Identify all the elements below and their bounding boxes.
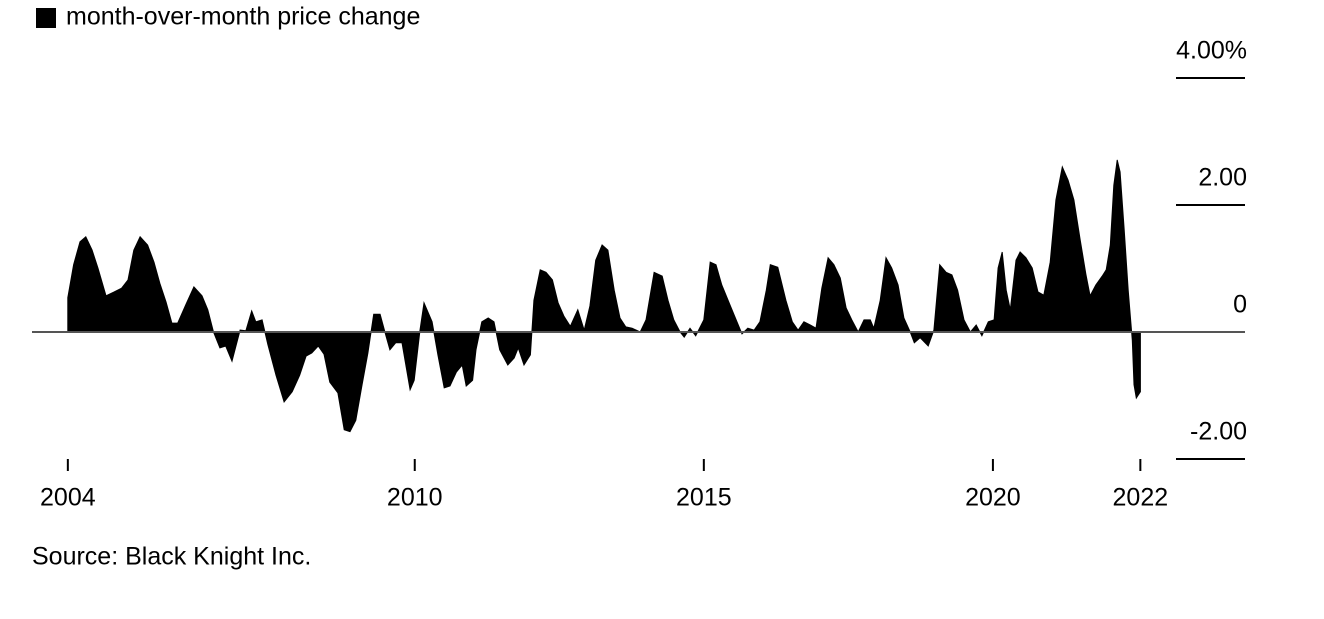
x-tick-label: 2022 xyxy=(1113,484,1169,512)
y-tick-label: 2.00 xyxy=(1198,164,1247,192)
x-tick-label: 2020 xyxy=(965,484,1021,512)
legend-label: month-over-month price change xyxy=(66,3,420,31)
y-tick-label: 0 xyxy=(1233,291,1247,319)
y-tick-label: 4.00% xyxy=(1176,37,1247,65)
x-tick-label: 2004 xyxy=(40,484,96,512)
y-tick-label: -2.00 xyxy=(1190,418,1247,446)
x-tick-label: 2015 xyxy=(676,484,732,512)
source: Source: Black Knight Inc. xyxy=(32,543,311,571)
x-tick-label: 2010 xyxy=(387,484,443,512)
legend-swatch xyxy=(36,8,56,28)
area xyxy=(67,159,1141,433)
